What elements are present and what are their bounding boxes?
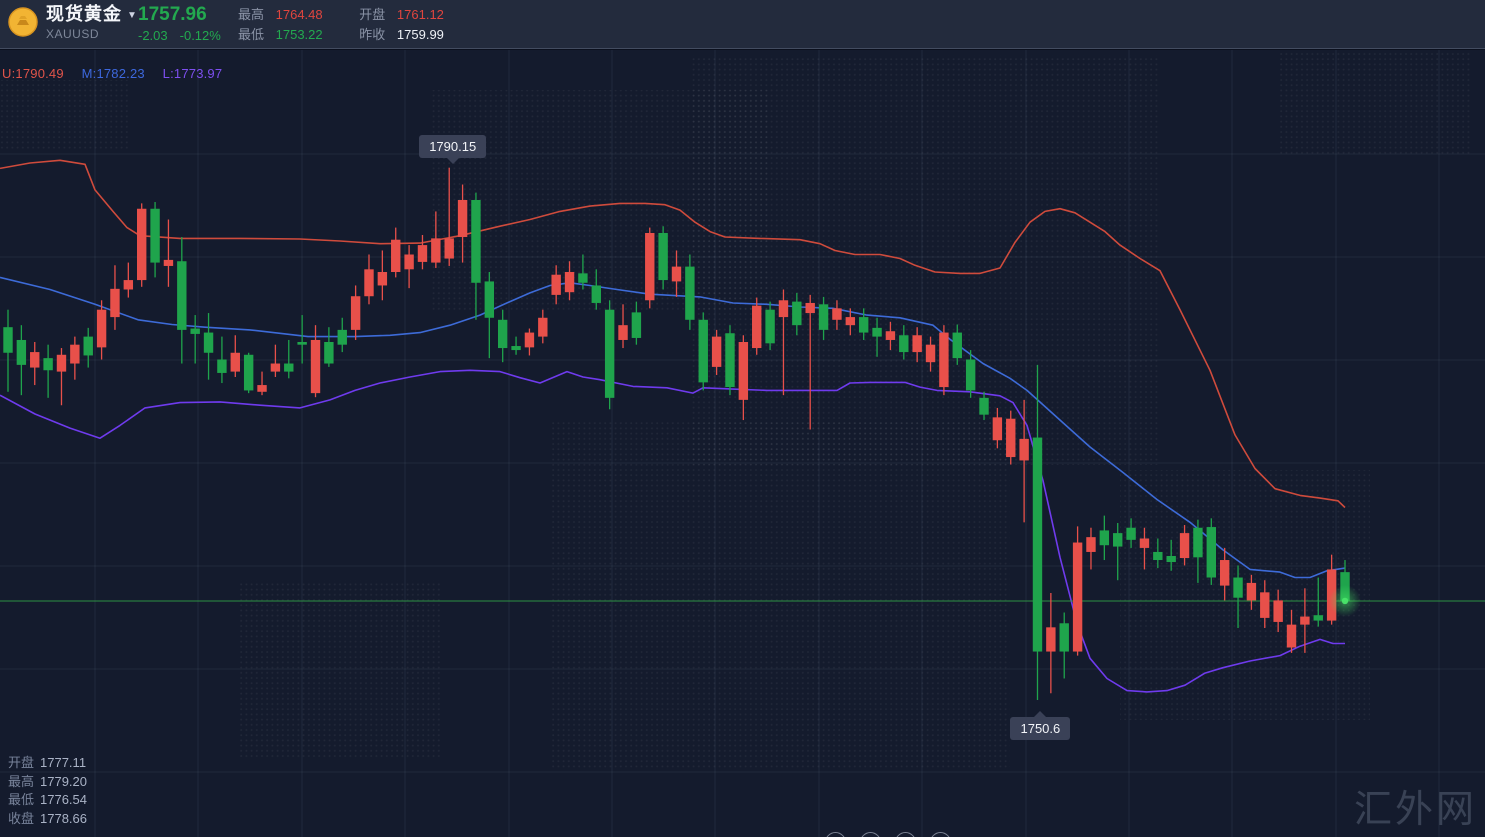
low-label: 最低 (238, 27, 265, 42)
price-change-row: -2.03 -0.12% (138, 27, 233, 45)
high-value: 1764.48 (275, 7, 323, 22)
quote-stats: 最高 1764.48 开盘 1761.12 最低 1753.22 昨收 1759… (238, 5, 477, 45)
ohlc-open-label: 开盘 (8, 755, 35, 770)
chevron-down-icon[interactable]: ▼ (127, 10, 138, 21)
ohlc-low-value: 1776.54 (40, 792, 88, 807)
map-dots-texture (0, 45, 1470, 770)
high-price-tag: 1790.15 (419, 135, 487, 164)
ohlc-low-row: 最低 1776.54 (8, 791, 87, 810)
ohlc-close-value: 1778.66 (40, 810, 88, 826)
quote-header: 现货黄金 ▼ XAUUSD 1757.96 -2.03 -0.12% 最高 1764… (0, 0, 1485, 49)
ohlc-open-row: 开盘 1777.11 (8, 754, 87, 773)
ohlc-open-value: 1777.11 (40, 755, 87, 770)
last-price: 1757.96 (138, 4, 207, 25)
low-price-tag: 1750.6 (1010, 711, 1071, 740)
open-label: 开盘 (359, 7, 386, 22)
price-change-pct: -0.12% (179, 28, 221, 43)
high-label: 最高 (238, 7, 265, 22)
instrument-name: 现货黄金 (46, 4, 122, 24)
bollinger-values-row: U:1790.49 M:1782.23 L:1773.97 (2, 66, 236, 81)
boll-middle-value: M:1782.23 (81, 66, 145, 81)
ohlc-high-row: 最高 1779.20 (8, 773, 87, 792)
ohlc-close-label: 收盘 (8, 810, 35, 826)
ohlc-high-value: 1779.20 (40, 773, 88, 789)
boll-upper-value: U:1790.49 (2, 66, 64, 81)
prev-close-label: 昨收 (359, 27, 386, 42)
watermark: 汇外网 (1353, 789, 1477, 831)
instrument-symbol: XAUUSD (46, 27, 100, 41)
boll-lower-value: L:1773.97 (162, 66, 223, 81)
ohlc-panel: 开盘 1777.11 最高 1779.20 最低 1776.54 收盘 1778.66 (8, 754, 87, 828)
instrument-title[interactable]: 现货黄金 ▼ (46, 4, 138, 26)
open-value: 1761.12 (396, 7, 444, 22)
last-price-glow (1329, 584, 1361, 617)
prev-close-value: 1759.99 (396, 27, 444, 42)
low-value: 1753.22 (275, 27, 323, 42)
gold-coin-icon (8, 7, 38, 37)
ohlc-high-label: 最高 (8, 773, 35, 789)
ohlc-close-row: 收盘 1778.66 (8, 810, 87, 829)
ohlc-low-label: 最低 (8, 792, 35, 807)
candlesticks (3, 167, 1350, 700)
price-change: -2.03 (138, 28, 168, 43)
